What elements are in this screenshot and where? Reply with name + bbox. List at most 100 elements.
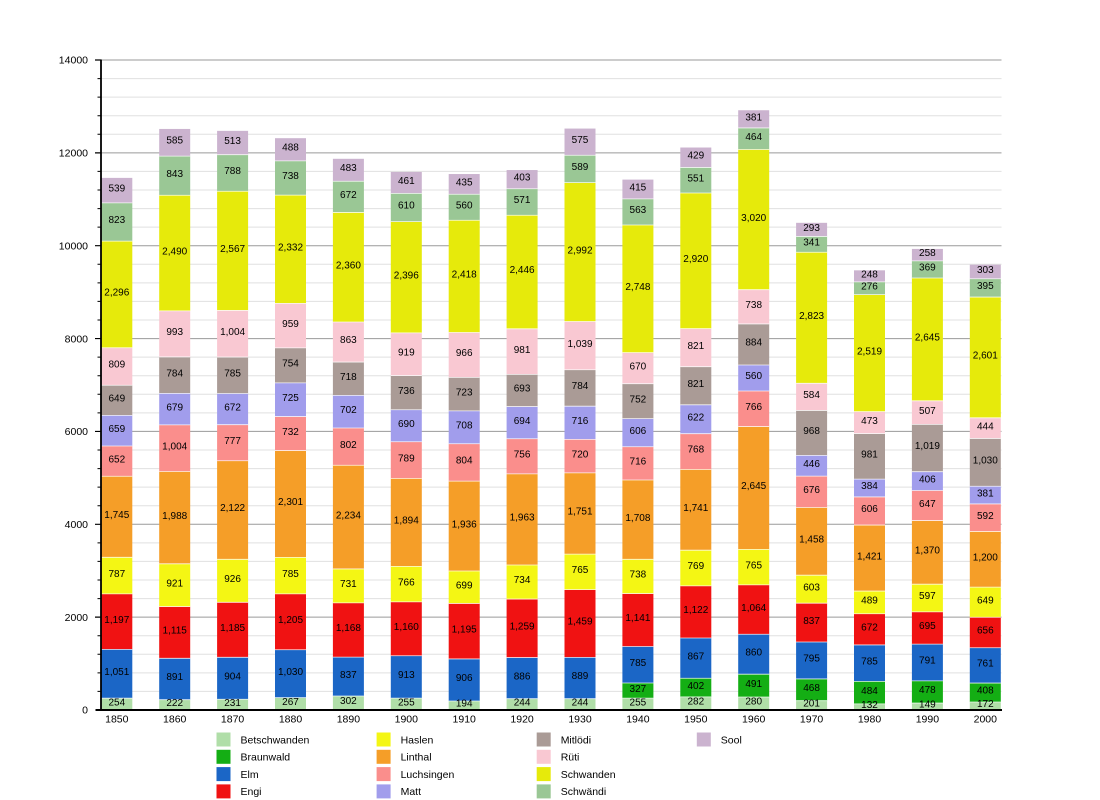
svg-text:603: 603 <box>803 582 820 593</box>
svg-text:484: 484 <box>861 686 878 697</box>
svg-text:738: 738 <box>745 300 762 311</box>
svg-text:0: 0 <box>82 705 88 717</box>
svg-text:1,259: 1,259 <box>510 622 535 633</box>
svg-text:860: 860 <box>745 647 762 658</box>
svg-text:468: 468 <box>803 683 820 694</box>
svg-text:765: 765 <box>745 560 762 571</box>
svg-text:551: 551 <box>687 173 704 184</box>
svg-text:231: 231 <box>224 698 241 709</box>
svg-text:1,064: 1,064 <box>741 603 766 614</box>
svg-text:254: 254 <box>108 697 125 708</box>
svg-text:Matt: Matt <box>401 786 422 798</box>
svg-text:694: 694 <box>514 416 531 427</box>
svg-text:804: 804 <box>456 456 473 467</box>
svg-text:708: 708 <box>456 421 473 432</box>
svg-text:765: 765 <box>572 565 589 576</box>
svg-text:732: 732 <box>282 427 299 438</box>
svg-text:906: 906 <box>456 673 473 684</box>
svg-text:1,459: 1,459 <box>567 617 592 628</box>
svg-text:2,992: 2,992 <box>567 245 592 256</box>
svg-text:702: 702 <box>340 405 357 416</box>
svg-text:1,708: 1,708 <box>625 513 650 524</box>
svg-text:766: 766 <box>745 402 762 413</box>
svg-text:843: 843 <box>166 169 183 180</box>
svg-text:2,567: 2,567 <box>220 244 245 255</box>
svg-text:2,920: 2,920 <box>683 254 708 265</box>
svg-text:606: 606 <box>630 426 647 437</box>
svg-text:1,741: 1,741 <box>683 503 708 514</box>
svg-text:809: 809 <box>108 360 125 371</box>
svg-text:1980: 1980 <box>858 714 882 726</box>
svg-text:716: 716 <box>630 457 647 468</box>
svg-text:Rüti: Rüti <box>561 752 580 764</box>
svg-text:Haslen: Haslen <box>401 734 434 746</box>
svg-text:672: 672 <box>340 190 357 201</box>
svg-text:736: 736 <box>398 386 415 397</box>
svg-text:1,421: 1,421 <box>857 551 882 562</box>
svg-text:802: 802 <box>340 440 357 451</box>
svg-text:575: 575 <box>572 135 589 146</box>
svg-text:282: 282 <box>687 697 704 708</box>
svg-text:769: 769 <box>687 561 704 572</box>
svg-text:921: 921 <box>166 578 183 589</box>
svg-text:1960: 1960 <box>742 714 766 726</box>
svg-text:1,988: 1,988 <box>162 511 187 522</box>
svg-text:679: 679 <box>166 402 183 413</box>
svg-text:2,823: 2,823 <box>799 311 824 322</box>
svg-text:248: 248 <box>861 269 878 280</box>
svg-text:584: 584 <box>803 390 820 401</box>
svg-text:1990: 1990 <box>916 714 940 726</box>
svg-text:507: 507 <box>919 406 936 417</box>
svg-text:904: 904 <box>224 671 241 682</box>
svg-text:1,051: 1,051 <box>104 667 129 678</box>
svg-text:280: 280 <box>745 697 762 708</box>
svg-text:837: 837 <box>340 670 357 681</box>
svg-text:384: 384 <box>861 481 878 492</box>
svg-text:756: 756 <box>514 450 531 461</box>
svg-text:1,160: 1,160 <box>394 622 419 633</box>
svg-text:785: 785 <box>630 658 647 669</box>
svg-text:560: 560 <box>745 371 762 382</box>
svg-text:785: 785 <box>282 569 299 580</box>
svg-text:435: 435 <box>456 177 473 188</box>
svg-text:571: 571 <box>514 195 531 206</box>
svg-text:3,020: 3,020 <box>741 213 766 224</box>
svg-text:1,039: 1,039 <box>567 339 592 350</box>
svg-text:787: 787 <box>108 569 125 580</box>
svg-text:2,446: 2,446 <box>510 265 535 276</box>
svg-text:1,197: 1,197 <box>104 615 129 626</box>
svg-text:Schwändi: Schwändi <box>561 786 607 798</box>
svg-text:303: 303 <box>977 265 994 276</box>
svg-text:659: 659 <box>108 424 125 435</box>
svg-text:1,458: 1,458 <box>799 535 824 546</box>
svg-text:415: 415 <box>630 182 647 193</box>
svg-text:2,645: 2,645 <box>741 481 766 492</box>
svg-text:341: 341 <box>803 238 820 249</box>
svg-text:2,332: 2,332 <box>278 242 303 253</box>
svg-text:754: 754 <box>282 359 299 370</box>
svg-text:2,601: 2,601 <box>973 351 998 362</box>
svg-text:693: 693 <box>514 384 531 395</box>
svg-text:244: 244 <box>572 698 589 709</box>
svg-text:369: 369 <box>919 263 936 274</box>
svg-text:1890: 1890 <box>337 714 361 726</box>
svg-text:926: 926 <box>224 574 241 585</box>
svg-text:491: 491 <box>745 679 762 690</box>
svg-text:672: 672 <box>861 623 878 634</box>
svg-text:172: 172 <box>977 699 994 710</box>
svg-text:752: 752 <box>630 394 647 405</box>
svg-text:2,519: 2,519 <box>857 346 882 357</box>
svg-text:429: 429 <box>687 151 704 162</box>
svg-text:1880: 1880 <box>279 714 303 726</box>
svg-text:403: 403 <box>514 173 531 184</box>
svg-text:2,645: 2,645 <box>915 333 940 344</box>
svg-text:244: 244 <box>514 698 531 709</box>
svg-text:408: 408 <box>977 686 994 697</box>
svg-text:889: 889 <box>572 671 589 682</box>
svg-text:891: 891 <box>166 672 183 683</box>
svg-text:1930: 1930 <box>568 714 592 726</box>
svg-text:738: 738 <box>630 570 647 581</box>
svg-text:1850: 1850 <box>105 714 129 726</box>
svg-text:795: 795 <box>803 654 820 665</box>
svg-text:716: 716 <box>572 416 589 427</box>
